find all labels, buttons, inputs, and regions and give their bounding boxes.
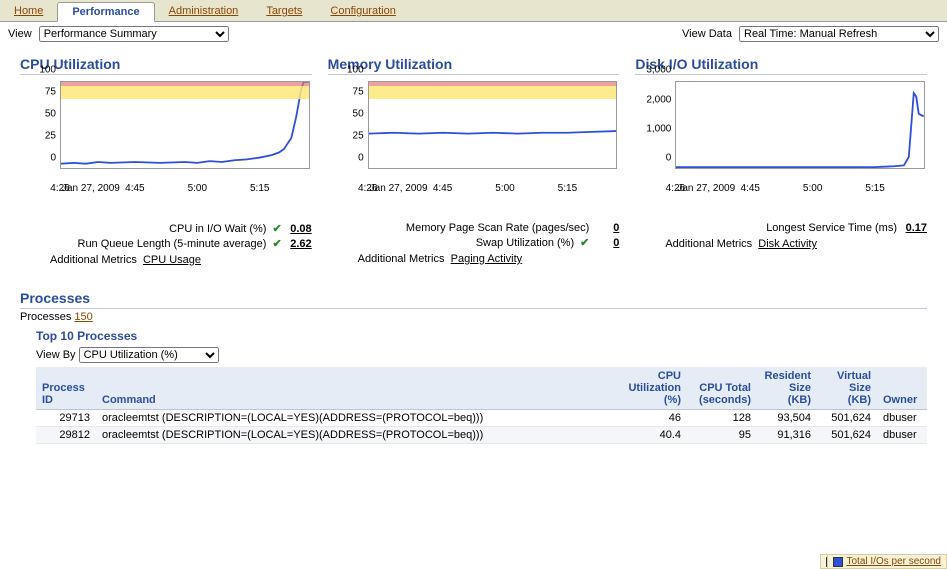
- col-resident[interactable]: Resident Size (KB): [757, 367, 817, 410]
- cpu-metric-1-label: Run Queue Length (5-minute average): [78, 238, 267, 250]
- disk-metric-0-value[interactable]: 0.17: [903, 222, 927, 234]
- cpu-metric-0-value[interactable]: 0.08: [288, 223, 312, 235]
- chart-panels: CPU Utilization 0 25 50 75 100 4:26 4:45…: [0, 46, 947, 266]
- disk-chart: 0 1,000 2,000 3,000 4:26 4:45 5:00 5:15: [635, 81, 927, 181]
- memory-metrics: Memory Page Scan Rate (pages/sec) 0 Swap…: [328, 222, 620, 265]
- disk-title: Disk I/O Utilization: [635, 56, 927, 75]
- viewby-select[interactable]: CPU Utilization (%): [79, 347, 219, 363]
- check-icon: ✔: [272, 237, 281, 250]
- view-controls: View Performance Summary View Data Real …: [0, 22, 947, 46]
- cpu-title: CPU Utilization: [20, 56, 312, 75]
- cpu-plot: [60, 81, 310, 169]
- tab-performance[interactable]: Performance: [57, 2, 154, 22]
- disk-y-axis: 0 1,000 2,000 3,000: [635, 81, 673, 169]
- view-data-label: View Data: [682, 28, 732, 40]
- view-select[interactable]: Performance Summary: [39, 26, 229, 42]
- viewby-label: View By: [36, 349, 76, 361]
- col-owner[interactable]: Owner: [877, 367, 927, 410]
- cpu-addl-label: Additional Metrics: [50, 254, 137, 266]
- col-virtual[interactable]: Virtual Size (KB): [817, 367, 877, 410]
- memory-plot: [368, 81, 618, 169]
- memory-panel: Memory Utilization 0 25 50 75 100 4:26 4…: [328, 56, 620, 266]
- disk-addl-link[interactable]: Disk Activity: [758, 238, 817, 250]
- tab-targets[interactable]: Targets: [252, 2, 316, 21]
- tab-home[interactable]: Home: [0, 2, 57, 21]
- disk-plot: [675, 81, 925, 169]
- cpu-metrics: CPU in I/O Wait (%) ✔ 0.08 Run Queue Len…: [20, 222, 312, 266]
- view-label: View: [8, 28, 32, 40]
- memory-metric-1-label: Swap Utilization (%): [476, 237, 574, 249]
- memory-metric-0-value[interactable]: 0: [595, 222, 619, 234]
- memory-metric-1-value[interactable]: 0: [595, 237, 619, 249]
- processes-section: Processes Processes 150 Top 10 Processes…: [20, 290, 927, 444]
- cpu-y-axis: 0 25 50 75 100: [20, 81, 58, 169]
- col-process-id[interactable]: Process ID: [36, 367, 96, 410]
- cpu-metric-1-value[interactable]: 2.62: [288, 238, 312, 250]
- memory-y-axis: 0 25 50 75 100: [328, 81, 366, 169]
- cpu-panel: CPU Utilization 0 25 50 75 100 4:26 4:45…: [20, 56, 312, 266]
- view-data-select[interactable]: Real Time: Manual Refresh: [739, 26, 939, 42]
- disk-legend-link[interactable]: Total I/Os per second: [847, 556, 942, 567]
- tab-bar: Home Performance Administration Targets …: [0, 0, 947, 22]
- disk-metrics: Longest Service Time (ms) 0.17 Additiona…: [635, 222, 927, 250]
- top10-title: Top 10 Processes: [36, 329, 927, 343]
- memory-addl-link[interactable]: Paging Activity: [451, 253, 523, 265]
- col-command[interactable]: Command: [96, 367, 617, 410]
- tab-administration[interactable]: Administration: [155, 2, 253, 21]
- disk-addl-label: Additional Metrics: [665, 238, 752, 250]
- col-cpu-util[interactable]: CPU Utilization (%): [617, 367, 687, 410]
- check-icon: ✔: [272, 222, 281, 235]
- disk-panel: Disk I/O Utilization 0 1,000 2,000 3,000…: [635, 56, 927, 266]
- col-cpu-total[interactable]: CPU Total (seconds): [687, 367, 757, 410]
- memory-title: Memory Utilization: [328, 56, 620, 75]
- disk-line: [676, 93, 924, 167]
- cpu-addl-link[interactable]: CPU Usage: [143, 254, 201, 266]
- tab-configuration[interactable]: Configuration: [316, 2, 409, 21]
- disk-legend[interactable]: Total I/Os per second: [827, 554, 947, 569]
- processes-title: Processes: [20, 290, 927, 309]
- processes-count-label: Processes: [20, 311, 71, 323]
- disk-metric-0-label: Longest Service Time (ms): [766, 222, 897, 234]
- disk-legend-swatch: [833, 557, 843, 567]
- processes-count-link[interactable]: 150: [74, 311, 92, 323]
- processes-table: Process ID Command CPU Utilization (%) C…: [36, 367, 927, 444]
- cpu-metric-0-label: CPU in I/O Wait (%): [169, 223, 266, 235]
- memory-addl-label: Additional Metrics: [358, 253, 445, 265]
- cpu-chart: 0 25 50 75 100 4:26 4:45 5:00 5:15: [20, 81, 312, 181]
- table-row[interactable]: 29713 oracleemtst (DESCRIPTION=(LOCAL=YE…: [36, 410, 927, 427]
- table-row[interactable]: 29812 oracleemtst (DESCRIPTION=(LOCAL=YE…: [36, 427, 927, 444]
- memory-metric-0-label: Memory Page Scan Rate (pages/sec): [406, 222, 589, 234]
- memory-line: [369, 131, 617, 134]
- memory-chart: 0 25 50 75 100 4:26 4:45 5:00 5:15: [328, 81, 620, 181]
- check-icon: ✔: [580, 236, 589, 249]
